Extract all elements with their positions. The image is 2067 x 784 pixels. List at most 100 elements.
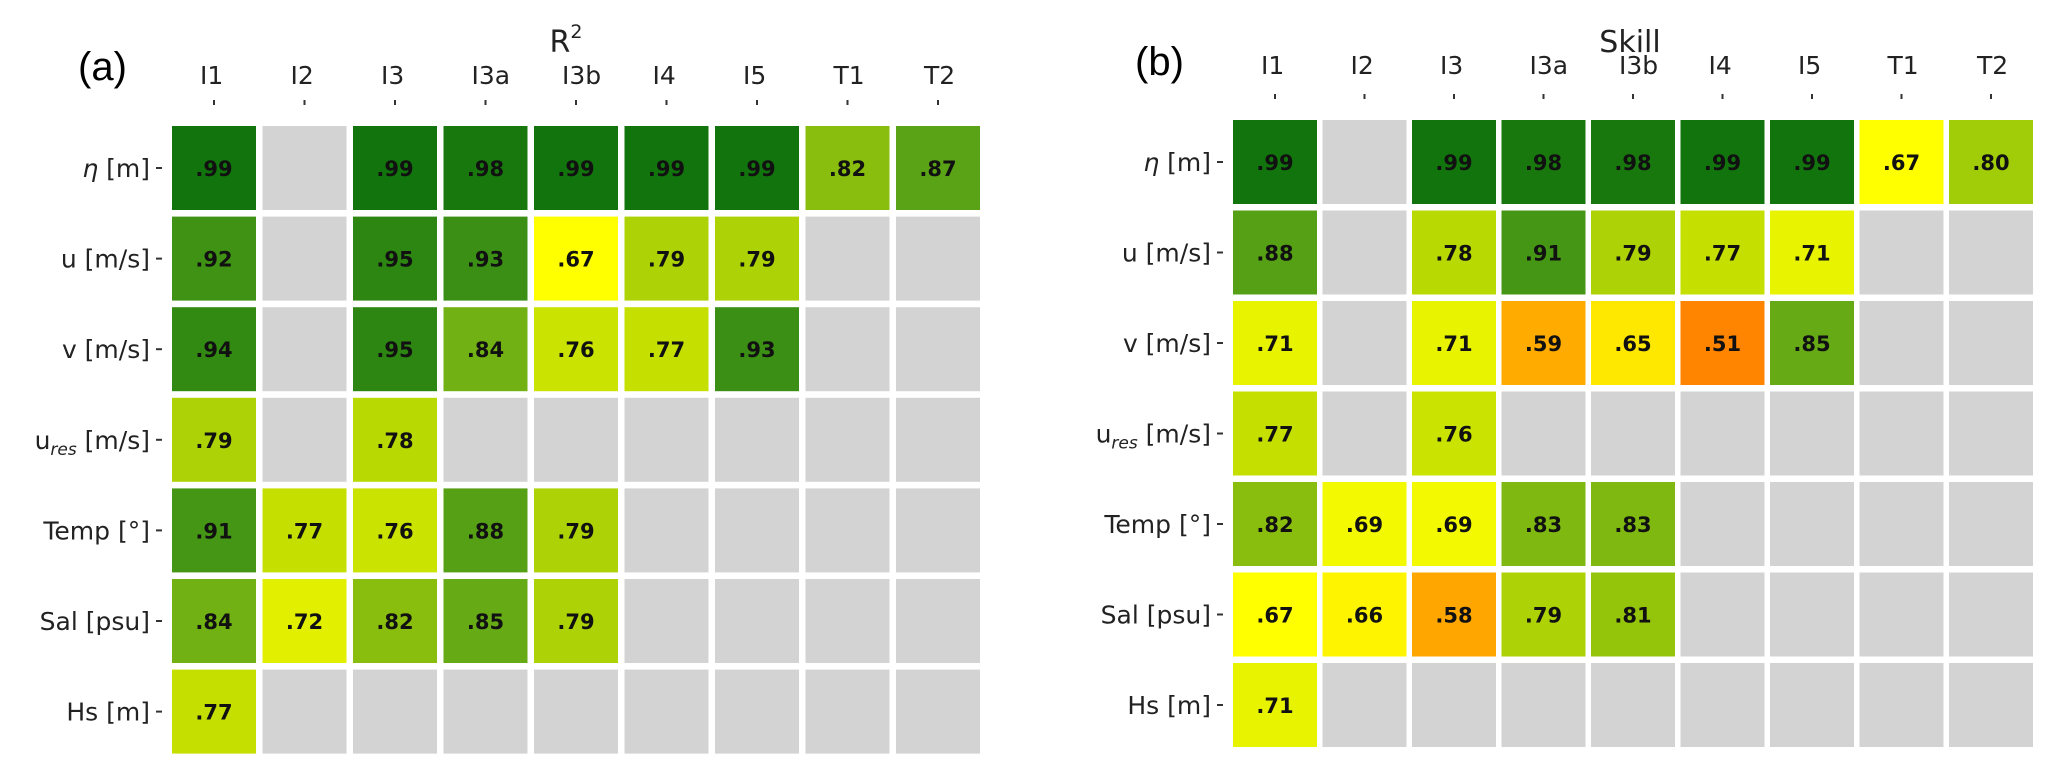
heatmap-cell-empty bbox=[1859, 482, 1944, 566]
cell-value-label: .79 bbox=[738, 248, 775, 272]
y-tick-label: v [m/s] bbox=[62, 335, 150, 364]
heatmap-cell bbox=[1591, 482, 1675, 566]
heatmap-cell bbox=[172, 126, 256, 210]
x-tick-label: I3b bbox=[562, 61, 601, 90]
heatmap-cell-empty bbox=[262, 669, 347, 754]
y-tick-label: u [m/s] bbox=[61, 245, 150, 274]
heatmap-cell-empty bbox=[805, 397, 890, 482]
cell-value-label: .67 bbox=[1883, 151, 1920, 175]
heatmap-cell bbox=[1412, 391, 1496, 476]
y-tick-label: Temp [°] bbox=[42, 516, 150, 545]
heatmap-cell bbox=[1859, 120, 1944, 204]
cell-value-label: .82 bbox=[376, 610, 413, 634]
heatmap-cell-empty bbox=[1680, 391, 1765, 476]
cell-value-label: .98 bbox=[467, 157, 504, 181]
cell-value-label: .80 bbox=[1972, 151, 2009, 175]
heatmap-cell bbox=[1322, 572, 1407, 657]
x-tick-label: T1 bbox=[833, 61, 865, 90]
heatmap-cell bbox=[1591, 572, 1675, 657]
heatmap-cell bbox=[443, 307, 528, 392]
cell-value-label: .99 bbox=[557, 157, 594, 181]
heatmap-cell bbox=[1591, 210, 1675, 295]
heatmap-cell bbox=[1949, 120, 2033, 204]
heatmap-cell bbox=[1412, 482, 1496, 566]
x-tick-label: T2 bbox=[923, 61, 955, 90]
x-tick-label: I2 bbox=[1351, 51, 1374, 80]
cell-value-label: .77 bbox=[1256, 423, 1293, 447]
cell-value-label: .77 bbox=[648, 338, 685, 362]
cell-value-label: .83 bbox=[1614, 513, 1651, 537]
cell-value-label: .79 bbox=[195, 429, 232, 453]
heatmap-cell bbox=[1501, 572, 1586, 657]
heatmap-cell bbox=[534, 216, 618, 301]
heatmap-cell-empty bbox=[1859, 210, 1944, 295]
heatmap-cell bbox=[1412, 120, 1496, 204]
heatmap-cell bbox=[1591, 120, 1675, 204]
x-tick-label: I2 bbox=[291, 61, 314, 90]
cell-value-label: .85 bbox=[467, 610, 504, 634]
cell-value-label: .77 bbox=[286, 519, 323, 543]
cell-value-label: .82 bbox=[829, 157, 866, 181]
panel-label: (a) bbox=[78, 45, 127, 89]
cell-value-label: .66 bbox=[1346, 604, 1383, 628]
heatmap-cell-empty bbox=[624, 669, 709, 754]
cell-value-label: .65 bbox=[1614, 332, 1651, 356]
cell-value-label: .99 bbox=[1435, 151, 1472, 175]
heatmap-cell-empty bbox=[896, 488, 980, 573]
heatmap-cell bbox=[624, 216, 709, 301]
cell-value-label: .83 bbox=[1525, 513, 1562, 537]
cell-value-label: .99 bbox=[738, 157, 775, 181]
heatmap-cell-empty bbox=[896, 669, 980, 754]
y-tick-label: v [m/s] bbox=[1123, 329, 1211, 358]
heatmap-cell bbox=[1501, 120, 1586, 204]
panel-label: (b) bbox=[1135, 40, 1184, 84]
heatmap-cell-empty bbox=[1770, 663, 1854, 747]
heatmap-cell-empty bbox=[534, 397, 618, 482]
cell-value-label: .79 bbox=[557, 519, 594, 543]
x-axis-ticks: I1 I2 I3 I3a I3b I4 I5 T1 T2 bbox=[200, 61, 955, 105]
cell-value-label: .99 bbox=[1793, 151, 1830, 175]
heatmap-cell-empty bbox=[1322, 120, 1407, 204]
y-tick-label: η [m] bbox=[82, 154, 150, 183]
cell-value-label: .72 bbox=[286, 610, 323, 634]
cell-value-label: .85 bbox=[1793, 332, 1830, 356]
x-tick-label: T2 bbox=[1976, 51, 2008, 80]
heatmap-cell bbox=[172, 669, 256, 754]
heatmap-cell bbox=[353, 397, 437, 482]
heatmap-cell bbox=[624, 126, 709, 210]
heatmap-cell-empty bbox=[1680, 482, 1765, 566]
heatmap-cell-empty bbox=[443, 397, 528, 482]
cell-value-label: .77 bbox=[1704, 242, 1741, 266]
cell-value-label: .99 bbox=[1256, 151, 1293, 175]
y-axis-ticks: η [m] u [m/s] v [m/s] ures [m/s] Temp [°] Sal… bbox=[35, 154, 162, 727]
heatmap-cell-empty bbox=[715, 488, 799, 573]
heatmap-cell bbox=[534, 126, 618, 210]
heatmap-cell-empty bbox=[805, 307, 890, 392]
cell-value-label: .51 bbox=[1704, 332, 1741, 356]
heatmap-cell-empty bbox=[896, 397, 980, 482]
cell-value-label: .67 bbox=[557, 248, 594, 272]
cell-value-label: .69 bbox=[1435, 513, 1472, 537]
heatmap-cell-empty bbox=[262, 216, 347, 301]
cell-value-label: .95 bbox=[376, 338, 413, 362]
heatmap-cell-empty bbox=[1322, 301, 1407, 385]
heatmap-cell-empty bbox=[262, 397, 347, 482]
heatmap-cell bbox=[1233, 572, 1317, 657]
chart-title: Skill bbox=[1599, 25, 1660, 60]
cell-value-label: .91 bbox=[1525, 242, 1562, 266]
heatmap-cell bbox=[443, 488, 528, 573]
heatmap-cell bbox=[353, 579, 437, 663]
heatmap-cell-empty bbox=[1501, 663, 1586, 747]
heatmap-cell bbox=[1233, 663, 1317, 747]
cell-value-label: .79 bbox=[1614, 242, 1651, 266]
heatmap-cell-empty bbox=[715, 397, 799, 482]
y-axis-ticks: η [m] u [m/s] v [m/s] ures [m/s] Temp [°] Sal… bbox=[1096, 148, 1223, 720]
x-tick-label: I3 bbox=[1440, 51, 1463, 80]
heatmap-cell bbox=[534, 579, 618, 663]
y-tick-label: u [m/s] bbox=[1122, 239, 1211, 268]
cell-value-label: .88 bbox=[1256, 242, 1293, 266]
heatmap-cell-empty bbox=[353, 669, 437, 754]
heatmap-cell bbox=[1770, 120, 1854, 204]
heatmap-cell-empty bbox=[1859, 663, 1944, 747]
heatmap-cell-empty bbox=[1322, 663, 1407, 747]
